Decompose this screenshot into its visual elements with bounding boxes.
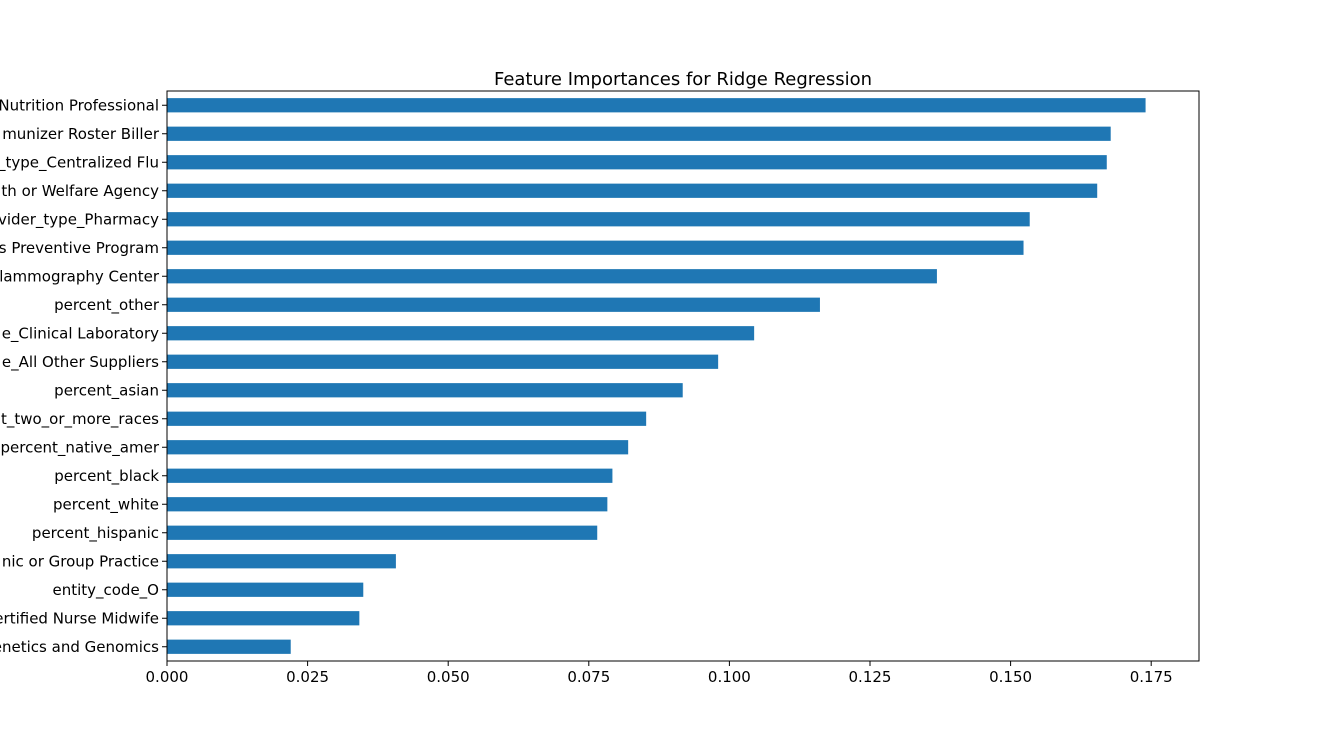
bar xyxy=(167,212,1030,227)
x-tick-label: 0.075 xyxy=(567,668,610,686)
bar xyxy=(167,98,1146,113)
bar xyxy=(167,326,755,341)
x-axis-ticks: 0.000 0.025 0.050 0.075 0.100 0.125 0.150 0.175 xyxy=(146,661,1173,686)
bar xyxy=(167,297,820,312)
x-tick-label: 0.100 xyxy=(708,668,751,686)
y-tick-label: _type_Centralized Flu xyxy=(0,153,159,172)
bar xyxy=(167,155,1107,170)
y-tick-label: e_Clinical Laboratory xyxy=(2,324,159,343)
bar xyxy=(167,525,598,540)
y-tick-label: nic or Group Practice xyxy=(2,552,159,570)
y-tick-label: percent_native_amer xyxy=(0,438,159,457)
bar xyxy=(167,383,683,398)
bar xyxy=(167,269,937,284)
y-tick-label: percent_asian xyxy=(54,381,159,400)
x-tick-label: 0.050 xyxy=(427,668,470,686)
bar xyxy=(167,411,647,426)
bars-group xyxy=(167,98,1146,654)
y-tick-label: entity_code_O xyxy=(52,581,159,600)
bar xyxy=(167,639,291,654)
y-tick-label: munizer Roster Biller xyxy=(2,125,160,143)
y-tick-label: Nutrition Professional xyxy=(0,96,159,114)
y-tick-label: t_two_or_more_races xyxy=(1,410,159,429)
y-tick-labels: Nutrition Professional munizer Roster Bil… xyxy=(0,96,167,656)
x-tick-label: 0.000 xyxy=(146,668,189,686)
bar xyxy=(167,554,396,569)
bar xyxy=(167,468,613,483)
bar xyxy=(167,611,360,626)
y-tick-label: vider_type_Pharmacy xyxy=(0,210,159,229)
y-tick-label: percent_white xyxy=(53,495,159,514)
bar xyxy=(167,126,1111,141)
x-tick-label: 0.175 xyxy=(1130,668,1173,686)
bar xyxy=(167,240,1024,255)
x-tick-label: 0.125 xyxy=(849,668,892,686)
y-tick-label: ertified Nurse Midwife xyxy=(0,609,159,627)
x-tick-label: 0.150 xyxy=(989,668,1032,686)
bar xyxy=(167,440,629,455)
y-tick-label: percent_other xyxy=(54,296,160,315)
y-tick-label: enetics and Genomics xyxy=(0,638,159,656)
bar xyxy=(167,582,364,597)
y-tick-label: percent_black xyxy=(54,467,159,486)
bar xyxy=(167,497,608,512)
bar xyxy=(167,183,1098,198)
y-tick-label: th or Welfare Agency xyxy=(1,182,159,200)
x-tick-label: 0.025 xyxy=(286,668,329,686)
y-tick-label: lammography Center xyxy=(0,267,160,285)
plot-frame xyxy=(166,90,1200,662)
y-tick-label: percent_hispanic xyxy=(32,524,159,543)
bar xyxy=(167,354,719,369)
y-tick-label: s Preventive Program xyxy=(0,239,159,257)
y-tick-label: e_All Other Suppliers xyxy=(2,353,159,372)
chart-title: Feature Importances for Ridge Regression xyxy=(494,69,872,90)
